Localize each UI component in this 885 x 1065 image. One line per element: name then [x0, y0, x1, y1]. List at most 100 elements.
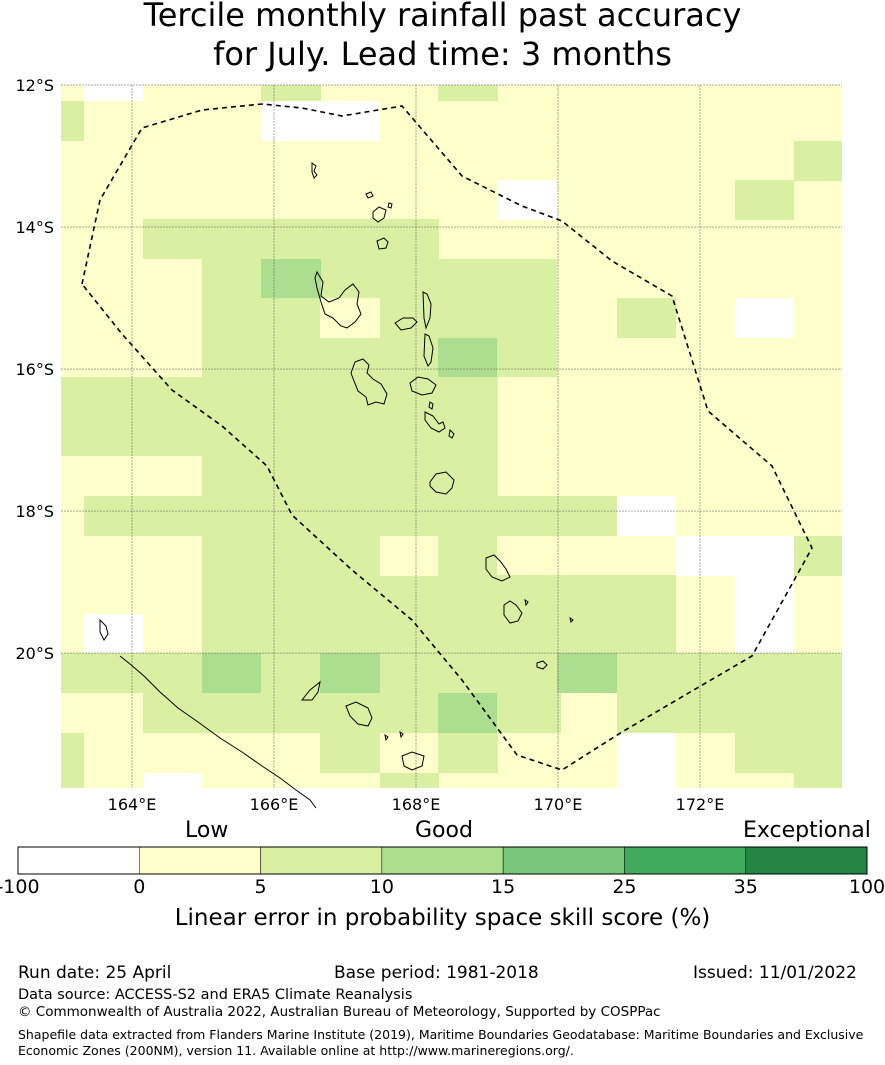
colorbar-tick: 15	[491, 876, 516, 898]
island-tiga	[384, 733, 389, 742]
island-lifou	[345, 701, 373, 727]
colorbar-bin	[624, 846, 746, 875]
island-belep	[99, 618, 109, 641]
island-maewo	[422, 291, 432, 330]
island-ambae-north	[376, 237, 389, 250]
issued-date: Issued: 11/01/2022	[693, 963, 857, 983]
island-vanua-lava	[365, 191, 374, 199]
grid-cell	[202, 653, 261, 693]
colorbar-heading-good: Good	[415, 818, 473, 843]
island-gaua	[372, 206, 387, 223]
grid-cell	[557, 653, 617, 693]
island-ouvea	[300, 680, 321, 701]
title-line-1: Tercile monthly rainfall past accuracy	[143, 0, 742, 34]
colorbar-tick: 5	[254, 876, 267, 898]
skill-grid-cells	[61, 85, 842, 788]
grid-cell	[380, 536, 438, 576]
grid-cell	[320, 653, 380, 693]
grid-cell	[735, 298, 794, 338]
grid-cell	[497, 180, 557, 220]
colorbar-tick: -100	[0, 876, 40, 898]
grid-cell	[261, 101, 380, 141]
grid-cell	[261, 693, 561, 733]
grid-cell	[61, 377, 498, 456]
longitude-labels: 164°E 166°E 168°E 170°E 172°E	[108, 795, 725, 814]
grid-cell	[84, 614, 143, 653]
grid-cell	[61, 653, 842, 693]
longitude-label: 164°E	[108, 795, 157, 814]
island-futuna	[569, 616, 574, 623]
island-aneityum	[536, 660, 548, 670]
longitude-label: 170°E	[534, 795, 583, 814]
colorbar-tick: 100	[848, 876, 885, 898]
island-ambae	[394, 317, 418, 331]
colorbar-frame	[17, 846, 868, 875]
base-period: Base period: 1981-2018	[334, 963, 539, 983]
island-espiritu-santo	[314, 270, 362, 329]
grid-cell	[61, 733, 84, 788]
copyright: © Commonwealth of Australia 2022, Austra…	[18, 1004, 661, 1020]
grid-cell	[438, 733, 498, 773]
island-aniwa	[524, 598, 529, 607]
colorbar-bin	[381, 846, 504, 875]
island-maewo-small	[387, 202, 393, 209]
grid-cell	[676, 536, 794, 576]
island-efate	[429, 471, 455, 495]
grid-cell	[438, 536, 497, 576]
island-malakula	[350, 358, 388, 406]
island-torres	[311, 162, 318, 179]
grid-cell	[735, 180, 794, 220]
longitude-label: 172°E	[676, 795, 725, 814]
grid-cell	[438, 338, 497, 377]
grid-cell	[61, 653, 84, 693]
colorbar-bin	[17, 846, 140, 875]
colorbar-label: Linear error in probability space skill …	[174, 905, 711, 931]
grid-cell	[143, 773, 202, 788]
skill-score-map: 12°S 14°S 16°S 18°S 20°S 164°E 166°E 168°E 170°…	[15, 76, 842, 814]
map-title: Tercile monthly rainfall past accuracy f…	[0, 0, 885, 74]
run-date: Run date: 25 April	[18, 963, 172, 983]
island-erromango	[485, 554, 511, 582]
grid-cell	[202, 536, 380, 576]
grid-cell	[143, 219, 439, 259]
grid-cell	[735, 733, 842, 773]
grid-cell	[380, 773, 439, 788]
latitude-label: 14°S	[15, 218, 54, 237]
island-tanna	[503, 600, 523, 624]
shapefile-credit-line-2: Economic Zones (200NM), version 11. Avai…	[18, 1043, 574, 1058]
colorbar-tick: 0	[133, 876, 146, 898]
colorbar-bins	[17, 846, 868, 875]
colorbar	[17, 846, 868, 875]
grid-cell	[84, 496, 617, 536]
grid-cell	[261, 85, 321, 101]
title-line-2: for July. Lead time: 3 months	[213, 35, 672, 73]
coast-new-caledonia	[119, 655, 317, 809]
grid-cell	[261, 259, 321, 298]
vanuatu-eez-boundary	[81, 103, 813, 771]
colorbar-bin	[260, 846, 383, 875]
latitude-label: 16°S	[15, 360, 54, 379]
grid-cell	[320, 298, 380, 338]
shapefile-credit-line-1: Shapefile data extracted from Flanders M…	[18, 1027, 864, 1042]
grid-cell	[61, 101, 84, 141]
island-walpole	[399, 730, 404, 739]
grid-cell	[84, 85, 143, 101]
island-pentecost	[423, 333, 434, 368]
grid-cell	[438, 85, 498, 101]
map-graticule	[61, 84, 842, 788]
grid-cell	[794, 773, 842, 788]
data-source: Data source: ACCESS-S2 and ERA5 Climate …	[18, 987, 413, 1003]
grid-cell	[735, 575, 794, 653]
colorbar-bin	[139, 846, 261, 875]
grid-cell	[617, 733, 676, 788]
grid-cell	[320, 733, 380, 773]
colorbar-tick: 10	[369, 876, 394, 898]
island-ambrym	[409, 376, 437, 396]
coastlines	[99, 162, 574, 809]
island-paama	[428, 401, 434, 410]
longitude-label: 168°E	[392, 795, 441, 814]
colorbar-heading-low: Low	[185, 818, 229, 843]
latitude-label: 18°S	[15, 502, 54, 521]
colorbar-heading-exceptional: Exceptional	[743, 818, 871, 843]
island-mare	[401, 751, 425, 771]
